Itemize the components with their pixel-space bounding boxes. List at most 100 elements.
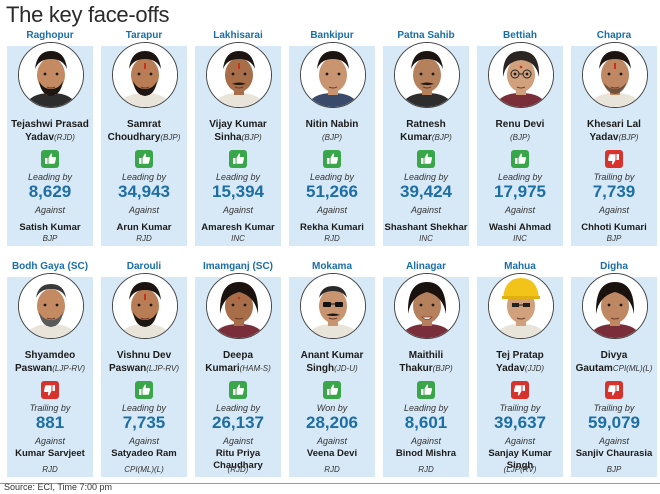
page-title: The key face-offs (6, 2, 170, 27)
candidate-name: Shyamdeo Paswan(LJP-RV) (8, 349, 92, 375)
thumbs-up-icon (323, 150, 341, 168)
vote-margin: 7,739 (592, 182, 636, 201)
against-label: Against (34, 205, 66, 215)
result-status: Won by (316, 403, 348, 413)
candidate-name-line2: Thakur (399, 363, 433, 374)
source-note: Source: ECI, Time 7:00 pm (4, 482, 113, 492)
divider (0, 483, 660, 484)
opponent-party: RJD (136, 234, 152, 243)
against-label: Against (598, 436, 630, 446)
candidate-name-line1: Tejashwi Prasad (11, 119, 89, 130)
vote-margin: 8,629 (28, 182, 72, 201)
candidate-name: Samrat Choudhary(BJP) (102, 118, 186, 144)
candidate-card-1: Raghopur Tejashwi Prasad Yadav(RJD) Lead… (4, 28, 96, 250)
candidate-name: Anant Kumar Singh(JD-U) (290, 349, 374, 375)
candidate-portrait (300, 273, 366, 339)
candidate-party: (BJP) (160, 133, 181, 142)
opponent-name: Rekha Kumari (300, 222, 364, 233)
constituency-name: Chapra (596, 30, 632, 41)
constituency-name: Tarapur (125, 30, 163, 41)
candidate-portrait (18, 42, 84, 108)
vote-margin: 51,266 (306, 182, 358, 201)
candidate-name: Khesari Lal Yadav(BJP) (572, 118, 656, 144)
candidate-name: Vijay Kumar Sinha(BJP) (196, 118, 280, 144)
against-label: Against (598, 205, 630, 215)
candidate-name: Nitin Nabin (BJP) (290, 118, 374, 144)
against-label: Against (410, 205, 442, 215)
against-label: Against (410, 436, 442, 446)
constituency-name: Mokama (311, 261, 352, 272)
opponent-party: BJP (606, 465, 622, 474)
candidate-name-line1: Divya (600, 350, 628, 361)
candidate-card-11: Mokama Anant Kumar Singh(JD-U) Won by 28… (286, 259, 378, 481)
result-status: Leading by (403, 403, 449, 413)
opponent-name: Shashant Shekhar (384, 222, 468, 233)
candidate-name-line2: Singh (306, 363, 335, 374)
vote-margin: 15,394 (212, 182, 264, 201)
candidate-name: Ratnesh Kumar(BJP) (384, 118, 468, 144)
opponent-name: Chhoti Kumari (581, 222, 647, 233)
result-status: Leading by (309, 172, 355, 182)
constituency-name: Alinagar (405, 261, 446, 272)
candidate-party: CPI(ML)(L) (612, 364, 653, 373)
vote-margin: 8,601 (404, 413, 448, 432)
candidate-card-10: Imamganj (SC) Deepa Kumari(HAM-S) Leadin… (192, 259, 284, 481)
candidate-name: Tej Pratap Yadav(JJD) (478, 349, 562, 375)
against-label: Against (316, 205, 348, 215)
opponent-name: Washi Ahmad (488, 222, 552, 233)
opponent-party: RJD (42, 465, 58, 474)
constituency-name: Patna Sahib (397, 30, 455, 41)
candidate-card-12: Alinagar Maithili Thakur(BJP) Leading by… (380, 259, 472, 481)
candidate-name-line1: Vishnu Dev (116, 350, 172, 361)
candidate-name-line2: Kumari (205, 363, 240, 374)
result-status: Leading by (121, 403, 167, 413)
candidate-name-line2: Paswan (109, 363, 147, 374)
result-status: Leading by (27, 172, 73, 182)
candidate-name: Vishnu Dev Paswan(LJP-RV) (102, 349, 186, 375)
opponent-party: INC (231, 234, 245, 243)
against-label: Against (504, 436, 536, 446)
candidate-party: (LJP-RV) (52, 364, 85, 373)
opponent-party: CPI(ML)(L) (124, 465, 164, 474)
opponent-name: Amaresh Kumar (201, 222, 275, 233)
vote-margin: 7,735 (122, 413, 166, 432)
candidate-portrait (488, 42, 554, 108)
thumbs-up-icon (323, 381, 341, 399)
candidate-card-4: Bankipur Nitin Nabin (BJP) Leading by 51… (286, 28, 378, 250)
candidate-name-line2: Choudhary (107, 132, 161, 143)
row-1: Raghopur Tejashwi Prasad Yadav(RJD) Lead… (0, 28, 660, 250)
candidate-portrait (18, 273, 84, 339)
candidate-party: (BJP) (322, 133, 342, 142)
against-label: Against (222, 205, 254, 215)
thumbs-up-icon (41, 150, 59, 168)
candidate-name: Maithili Thakur(BJP) (384, 349, 468, 375)
candidate-name-line1: Tej Pratap (496, 350, 544, 361)
thumbs-up-icon (135, 150, 153, 168)
candidate-name-line2: Yadav (495, 363, 525, 374)
candidate-portrait (112, 273, 178, 339)
opponent-party: (LJP(RV) (503, 465, 537, 474)
opponent-name: Veena Devi (306, 448, 358, 459)
candidate-name-line2: Sinha (214, 132, 242, 143)
candidate-card-2: Tarapur Samrat Choudhary(BJP) Leading by… (98, 28, 190, 250)
constituency-name: Bodh Gaya (SC) (11, 261, 89, 272)
candidate-portrait (488, 273, 554, 339)
result-status: Leading by (215, 403, 261, 413)
result-status: Trailing by (29, 403, 71, 413)
candidate-portrait (394, 273, 460, 339)
candidate-name: Tejashwi Prasad Yadav(RJD) (8, 118, 92, 144)
candidate-name-line2: Gautam (575, 363, 613, 374)
candidate-card-5: Patna Sahib Ratnesh Kumar(BJP) Leading b… (380, 28, 472, 250)
constituency-name: Imamganj (SC) (202, 261, 273, 272)
vote-margin: 39,424 (400, 182, 452, 201)
candidate-name-line1: Renu Devi (495, 119, 545, 130)
opponent-party: RJD (324, 234, 340, 243)
result-status: Leading by (215, 172, 261, 182)
result-status: Leading by (121, 172, 167, 182)
candidate-portrait (206, 273, 272, 339)
result-status: Trailing by (499, 403, 541, 413)
candidate-card-9: Darouli Vishnu Dev Paswan(LJP-RV) Leadin… (98, 259, 190, 481)
candidate-portrait (300, 42, 366, 108)
constituency-name: Digha (600, 261, 628, 272)
candidate-name-line1: Nitin Nabin (305, 119, 359, 130)
